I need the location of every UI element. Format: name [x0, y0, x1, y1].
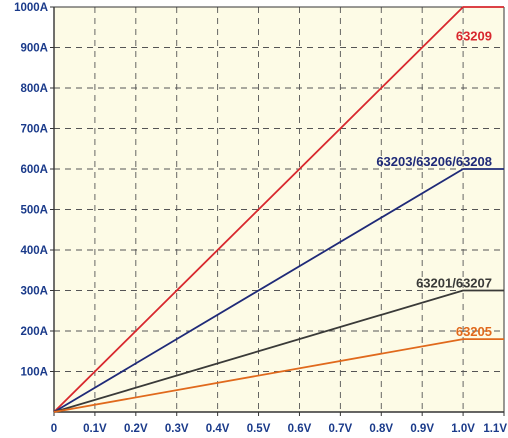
- y-tick-label-4: 500A: [21, 205, 49, 217]
- series-line-3: [53, 338, 504, 413]
- x-tick-label-3: 0.3V: [165, 423, 189, 435]
- series-label-1: 63203/63206/63208: [376, 154, 492, 169]
- x-tick-label-8: 0.8V: [369, 423, 393, 435]
- x-tick-label-1: 0.1V: [83, 423, 107, 435]
- series-line-0: [53, 6, 504, 413]
- series-label-2: 63201/63207: [416, 275, 492, 290]
- x-tick-label-9: 0.9V: [410, 423, 434, 435]
- y-tick-label-9: 1000A: [14, 2, 48, 14]
- series-label-3: 63205: [456, 324, 492, 339]
- x-tick-label-6: 0.6V: [288, 423, 312, 435]
- x-tick-label-10: 1.0V: [451, 423, 475, 435]
- x-tick-label-5: 0.5V: [247, 423, 271, 435]
- y-tick-label-1: 200A: [21, 326, 49, 338]
- series-label-0: 63209: [456, 28, 492, 43]
- y-tick-label-8: 900A: [21, 43, 49, 55]
- x-tick-label-7: 0.7V: [329, 423, 353, 435]
- y-tick-label-0: 100A: [21, 367, 49, 379]
- x-tick-label-4: 0.4V: [206, 423, 230, 435]
- y-tick-label-7: 800A: [21, 83, 49, 95]
- x-tick-label-11: 1.1V: [483, 423, 507, 435]
- x-tick-label-0: 0: [51, 423, 57, 435]
- y-tick-label-6: 700A: [21, 124, 49, 136]
- y-tick-label-2: 300A: [21, 286, 49, 298]
- x-tick-label-2: 0.2V: [124, 423, 148, 435]
- y-tick-label-3: 400A: [21, 245, 49, 257]
- series-line-1: [53, 168, 504, 413]
- y-tick-label-5: 600A: [21, 164, 49, 176]
- series-line-2: [53, 289, 504, 413]
